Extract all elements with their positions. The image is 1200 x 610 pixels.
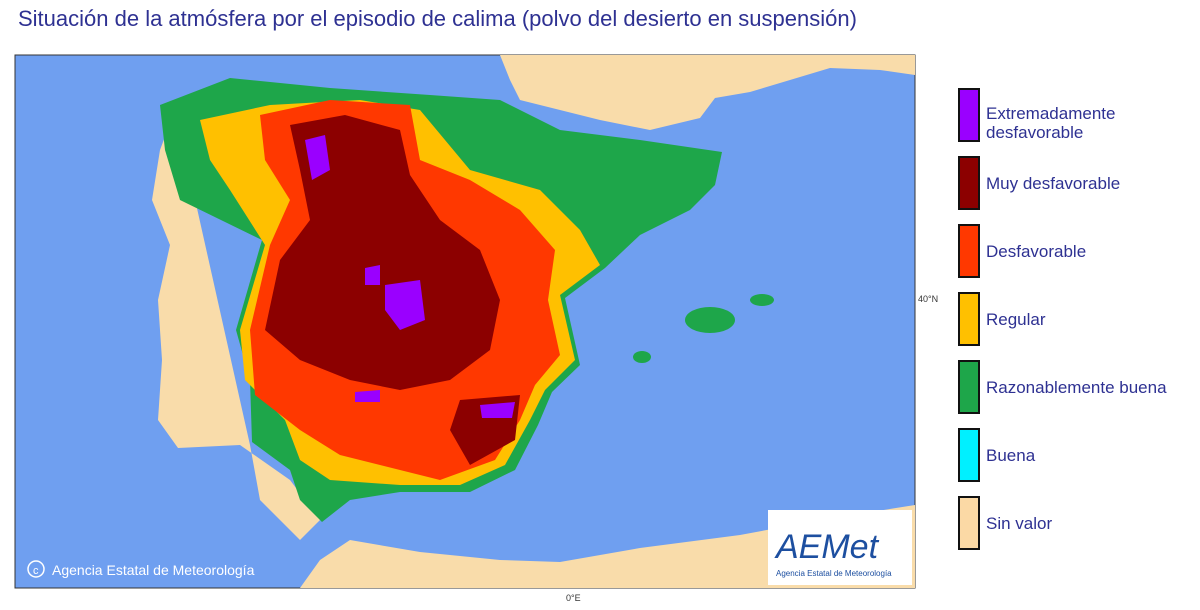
copyright-c: c [33,565,39,577]
legend-item: Desfavorable [958,224,1194,284]
legend-swatch [958,224,980,278]
legend-label: Buena [986,446,1036,465]
legend-label: Razonablemente buena [986,378,1167,397]
legend-label: Extremadamente desfavorable [986,104,1116,142]
legend-swatch [958,496,980,550]
map: 40°N 0°E c Agencia Estatal de Meteorolog… [14,54,938,603]
legend-swatch [958,428,980,482]
legend-item: Regular [958,292,1194,352]
legend-label: Desfavorable [986,242,1087,261]
legend-swatch [958,360,980,414]
legend-swatch [958,292,980,346]
land [152,55,915,588]
legend-label: Muy desfavorable [986,174,1121,193]
legend-label: Sin valor [986,514,1053,533]
spain [160,78,774,522]
copyright: Agencia Estatal de Meteorología [52,562,255,578]
legend-label: Regular [986,310,1046,329]
lat-label: 40°N [918,294,938,304]
logo-box [768,510,912,585]
legend-item: Buena [958,428,1194,488]
logo: AEMet [774,528,880,566]
balearic-islands [633,294,774,363]
legend-item: Muy desfavorable [958,156,1194,216]
legend-item: Sin valor [958,496,1194,556]
legend-swatch [958,156,980,210]
area-extremely-unfavourable [305,135,515,418]
title: Situación de la atmósfera por el episodi… [18,6,857,31]
lon-label: 0°E [566,593,581,603]
logo-subtitle: Agencia Estatal de Meteorología [776,569,892,578]
legend-item: Razonablemente buena [958,360,1194,420]
legend-swatch [958,88,980,142]
legend-item: Extremadamente desfavorable [958,88,1194,148]
copyright-icon [27,560,45,578]
